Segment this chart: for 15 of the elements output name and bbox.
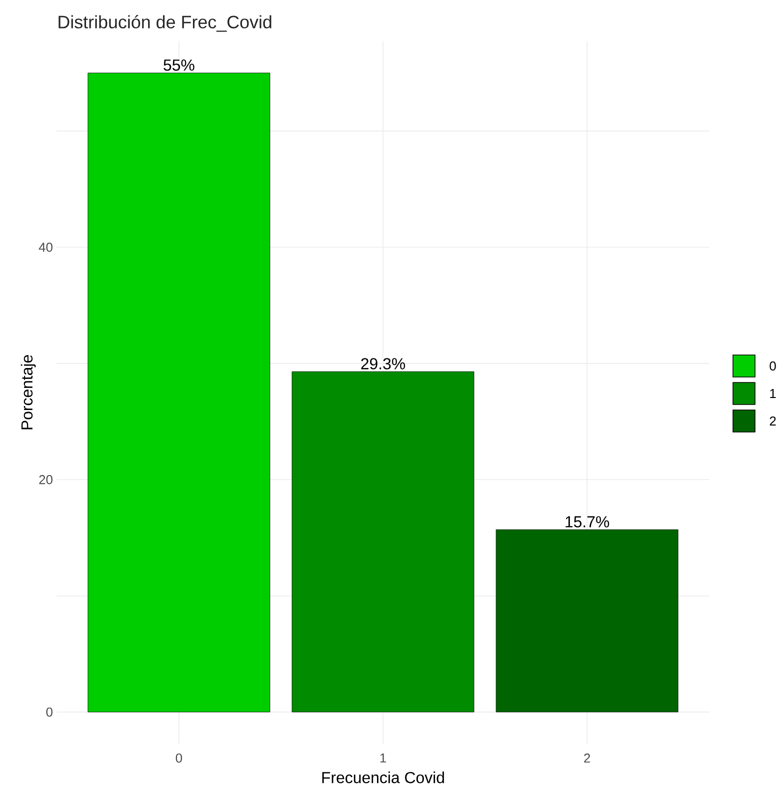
y-axis-title: Porcentaje (20, 355, 36, 430)
chart-title: Distribución de Frec_Covid (58, 15, 272, 32)
x-tick-label: 1 (380, 754, 386, 762)
data-label: 55% (164, 60, 194, 71)
data-label: 29.3% (361, 358, 406, 370)
y-tick-label: 20 (39, 475, 52, 484)
y-tick-label: 40 (38, 242, 52, 252)
legend-label: 2 (770, 416, 776, 426)
legend-label: 1 (770, 389, 776, 398)
x-tick-label: 0 (176, 754, 182, 763)
data-label: 15.7% (566, 516, 610, 528)
y-tick-label: 0 (46, 707, 52, 717)
x-axis-title: Frecuencia Covid (322, 772, 444, 784)
x-tick-label: 2 (584, 754, 590, 763)
legend-label: 0 (770, 361, 776, 371)
